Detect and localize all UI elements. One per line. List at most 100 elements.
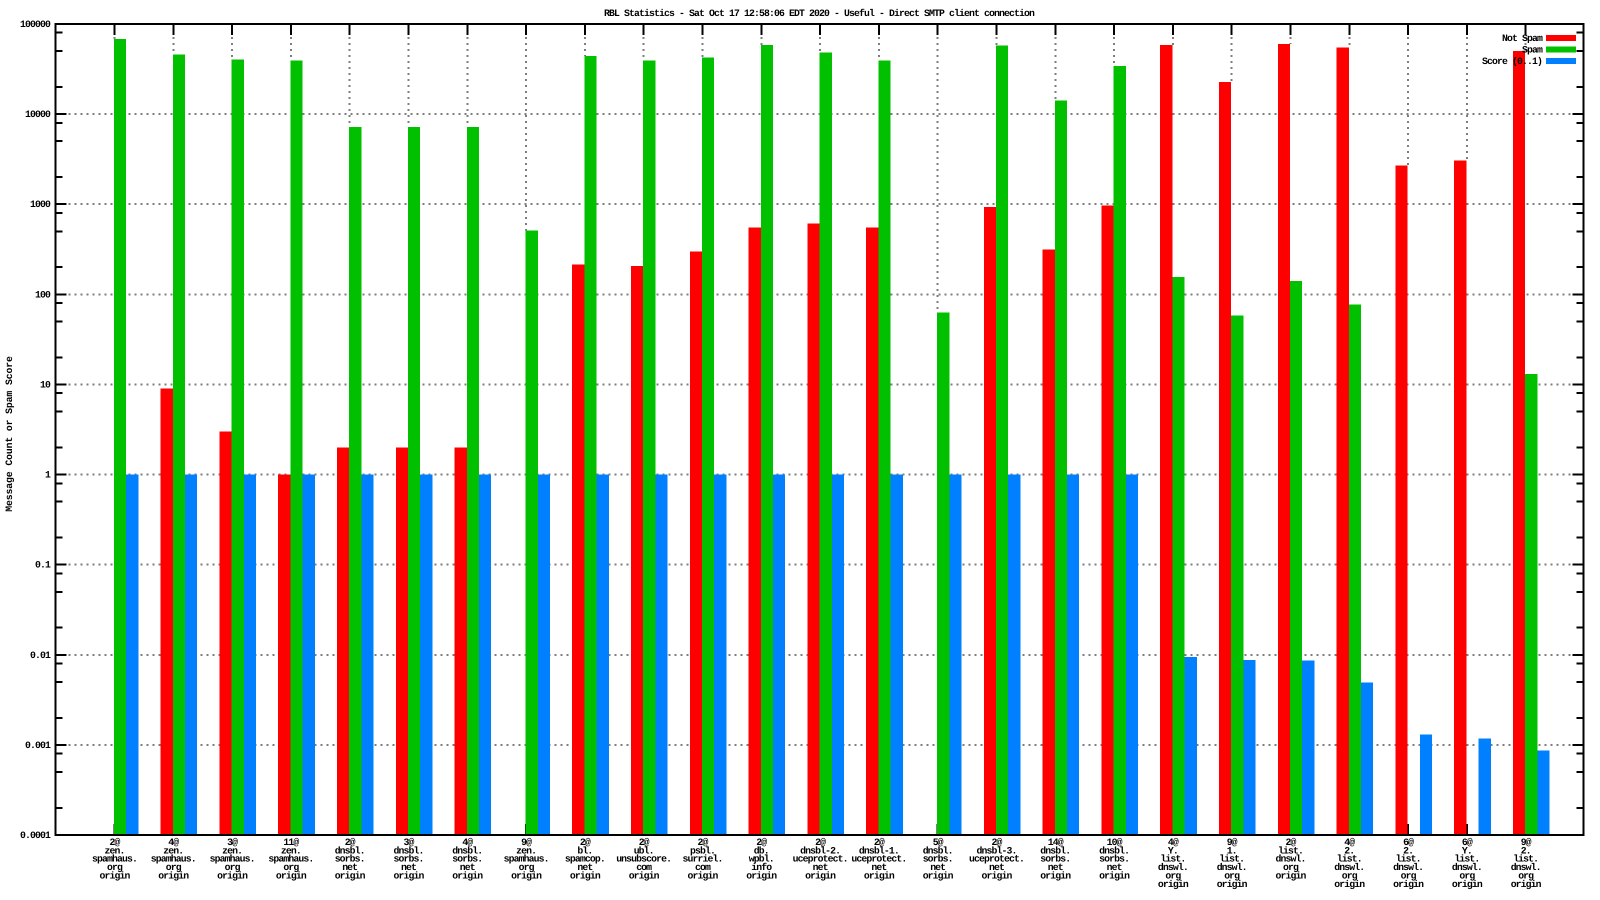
- svg-text:origin: origin: [1393, 879, 1424, 890]
- svg-text:4@: 4@: [1344, 837, 1355, 848]
- svg-text:dnsbl-2.: dnsbl-2.: [800, 845, 840, 856]
- svg-text:net: net: [989, 862, 1004, 873]
- svg-text:db.: db.: [754, 845, 769, 856]
- svg-text:psbl.: psbl.: [690, 845, 715, 856]
- svg-text:dnswl.: dnswl.: [1217, 862, 1247, 873]
- svg-text:9@: 9@: [1227, 837, 1238, 848]
- svg-text:2.: 2.: [1521, 845, 1531, 856]
- svg-text:Message Count or Spam Score: Message Count or Spam Score: [4, 356, 15, 512]
- svg-text:0.001: 0.001: [25, 740, 51, 751]
- svg-text:spamcop.: spamcop.: [565, 854, 605, 865]
- svg-text:10: 10: [40, 379, 51, 390]
- svg-text:zen.: zen.: [105, 845, 125, 856]
- svg-text:1000: 1000: [30, 199, 51, 210]
- svg-text:origin: origin: [1040, 870, 1071, 881]
- svg-text:zen.: zen.: [222, 845, 242, 856]
- svg-text:wpbl.: wpbl.: [749, 854, 774, 865]
- svg-text:9@: 9@: [521, 837, 532, 848]
- svg-text:origin: origin: [1511, 879, 1542, 890]
- svg-text:Not Spam: Not Spam: [1502, 33, 1543, 44]
- svg-text:list.: list.: [1396, 854, 1421, 865]
- svg-text:2@: 2@: [1286, 837, 1297, 848]
- svg-text:sorbs.: sorbs.: [1040, 854, 1070, 865]
- svg-text:2@: 2@: [815, 837, 826, 848]
- svg-text:0.01: 0.01: [30, 650, 51, 661]
- svg-text:10000: 10000: [25, 109, 51, 120]
- svg-text:spamhaus.: spamhaus.: [268, 854, 313, 865]
- svg-text:Y.: Y.: [1462, 845, 1472, 856]
- svg-text:dnswl.: dnswl.: [1452, 862, 1482, 873]
- svg-text:4@: 4@: [168, 837, 179, 848]
- svg-text:9@: 9@: [1521, 837, 1532, 848]
- svg-text:surriel.: surriel.: [683, 854, 723, 865]
- svg-text:origin: origin: [276, 870, 307, 881]
- svg-text:zen.: zen.: [516, 845, 536, 856]
- svg-text:net: net: [577, 862, 592, 873]
- svg-text:2@: 2@: [756, 837, 767, 848]
- svg-text:org: org: [107, 862, 123, 873]
- svg-text:net: net: [401, 862, 416, 873]
- svg-text:org: org: [519, 862, 535, 873]
- svg-text:origin: origin: [394, 870, 425, 881]
- svg-text:dnsbl.: dnsbl.: [1099, 845, 1129, 856]
- svg-text:4@: 4@: [1168, 837, 1179, 848]
- svg-text:3@: 3@: [404, 837, 415, 848]
- svg-text:zen.: zen.: [163, 845, 183, 856]
- svg-text:spamhaus.: spamhaus.: [210, 854, 255, 865]
- svg-text:dnsbl.: dnsbl.: [923, 845, 953, 856]
- svg-text:origin: origin: [1276, 870, 1307, 881]
- svg-text:Y.: Y.: [1168, 845, 1178, 856]
- svg-text:bl.: bl.: [577, 845, 592, 856]
- svg-text:net: net: [930, 862, 945, 873]
- svg-text:Spam: Spam: [1522, 45, 1543, 56]
- svg-text:5@: 5@: [933, 837, 944, 848]
- svg-text:10@: 10@: [1107, 837, 1123, 848]
- svg-text:2@: 2@: [580, 837, 591, 848]
- svg-text:11@: 11@: [283, 837, 299, 848]
- svg-text:dnswl.: dnswl.: [1276, 854, 1306, 865]
- svg-text:origin: origin: [100, 870, 131, 881]
- svg-text:list.: list.: [1337, 854, 1362, 865]
- svg-text:dnsbl-1.: dnsbl-1.: [859, 845, 899, 856]
- svg-text:dnswl.: dnswl.: [1511, 862, 1541, 873]
- svg-text:unsubscore.: unsubscore.: [616, 854, 671, 865]
- svg-text:dnsbl.: dnsbl.: [1040, 845, 1070, 856]
- svg-text:net: net: [342, 862, 357, 873]
- svg-text:org: org: [166, 862, 182, 873]
- svg-text:info: info: [751, 862, 772, 873]
- svg-text:origin: origin: [217, 870, 248, 881]
- svg-text:100000: 100000: [20, 19, 51, 30]
- svg-text:org: org: [1459, 870, 1475, 881]
- svg-text:org: org: [1342, 870, 1358, 881]
- svg-text:zen.: zen.: [281, 845, 301, 856]
- svg-text:org: org: [283, 862, 299, 873]
- svg-text:list.: list.: [1219, 854, 1244, 865]
- svg-text:net: net: [813, 862, 828, 873]
- svg-text:sorbs.: sorbs.: [452, 854, 482, 865]
- svg-text:origin: origin: [452, 870, 483, 881]
- svg-text:spamhaus.: spamhaus.: [92, 854, 137, 865]
- svg-text:Score (0..1): Score (0..1): [1482, 56, 1542, 67]
- svg-text:2@: 2@: [874, 837, 885, 848]
- svg-text:org: org: [1283, 862, 1299, 873]
- svg-text:com: com: [636, 862, 652, 873]
- svg-text:origin: origin: [746, 870, 777, 881]
- svg-text:2@: 2@: [698, 837, 709, 848]
- svg-text:sorbs.: sorbs.: [923, 854, 953, 865]
- svg-text:6@: 6@: [1462, 837, 1473, 848]
- svg-text:0.0001: 0.0001: [20, 830, 51, 841]
- svg-text:4@: 4@: [462, 837, 473, 848]
- svg-text:dnsbl.: dnsbl.: [452, 845, 482, 856]
- svg-text:2@: 2@: [992, 837, 1003, 848]
- svg-text:org: org: [1518, 870, 1534, 881]
- svg-text:2@: 2@: [110, 837, 121, 848]
- svg-text:net: net: [1048, 862, 1063, 873]
- svg-text:org: org: [1401, 870, 1417, 881]
- svg-text:dnswl.: dnswl.: [1393, 862, 1423, 873]
- svg-text:dnswl.: dnswl.: [1334, 862, 1364, 873]
- svg-text:origin: origin: [1158, 879, 1189, 890]
- svg-text:0.1: 0.1: [35, 560, 51, 571]
- svg-text:dnsbl-3.: dnsbl-3.: [977, 845, 1017, 856]
- svg-text:2.: 2.: [1403, 845, 1413, 856]
- svg-text:list.: list.: [1160, 854, 1185, 865]
